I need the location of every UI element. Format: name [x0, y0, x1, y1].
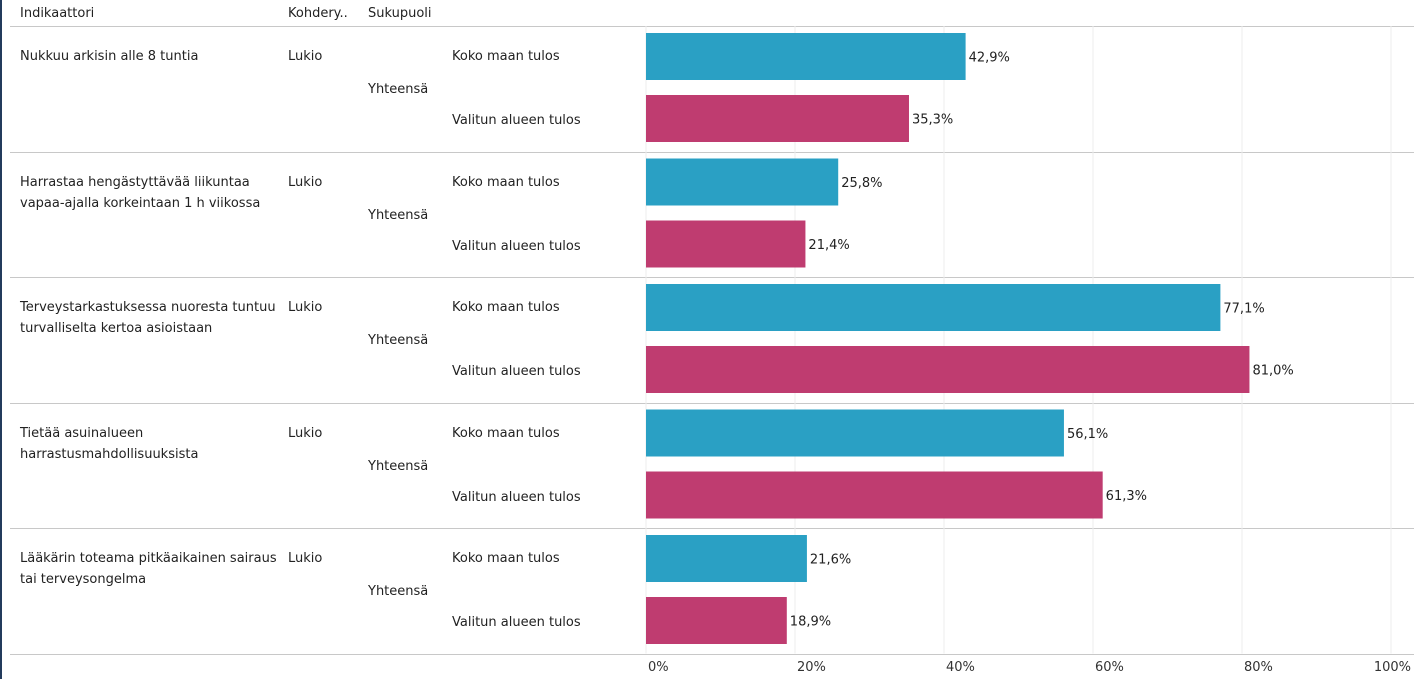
bar-selected-area	[646, 597, 787, 644]
series-label-national[interactable]: Koko maan tulos	[452, 551, 560, 566]
row-divider	[10, 654, 1414, 655]
x-tick-label: 20%	[797, 660, 826, 675]
series-label-selected-area[interactable]: Valitun alueen tulos	[452, 364, 581, 379]
header-gender[interactable]: Sukupuoli	[368, 6, 432, 21]
row-divider	[10, 403, 1414, 404]
gender-label[interactable]: Yhteensä	[368, 333, 429, 348]
x-tick-label: 60%	[1095, 660, 1124, 675]
series-label-national[interactable]: Koko maan tulos	[452, 49, 560, 64]
series-label-national[interactable]: Koko maan tulos	[452, 425, 560, 441]
bar-value-label: 42,9%	[969, 51, 1010, 66]
header-divider	[10, 26, 1414, 27]
series-label-selected-area[interactable]: Valitun alueen tulos	[452, 113, 581, 128]
bar-value-label: 25,8%	[841, 176, 882, 191]
left-border	[0, 0, 2, 679]
bar-value-label: 21,4%	[808, 238, 849, 253]
bar-selected-area	[646, 220, 806, 268]
bar-national	[646, 284, 1221, 331]
target-group-label[interactable]: Lukio	[288, 551, 323, 566]
indicator-label[interactable]: Terveystarkastuksessa nuoresta tuntuu tu…	[20, 300, 276, 336]
series-label-selected-area[interactable]: Valitun alueen tulos	[452, 238, 581, 254]
indicator-label[interactable]: Lääkärin toteama pitkäaikainen sairaus t…	[20, 551, 277, 587]
bar-national	[646, 535, 807, 582]
series-label-national[interactable]: Koko maan tulos	[452, 300, 560, 315]
target-group-label[interactable]: Lukio	[288, 300, 323, 315]
bar-selected-area	[646, 471, 1103, 519]
gender-label[interactable]: Yhteensä	[368, 458, 429, 474]
indicator-label[interactable]: Nukkuu arkisin alle 8 tuntia	[20, 49, 199, 64]
row-divider	[10, 528, 1414, 529]
bar-value-label: 61,3%	[1106, 489, 1147, 504]
bar-value-label: 18,9%	[790, 615, 831, 630]
x-tick-label: 40%	[946, 660, 975, 675]
bar-value-label: 35,3%	[912, 113, 953, 128]
bar-national	[646, 33, 966, 80]
indicator-label[interactable]: Tietää asuinalueen harrastusmahdollisuuk…	[20, 425, 199, 462]
bar-value-label: 81,0%	[1252, 364, 1293, 379]
indicator-label[interactable]: Harrastaa hengästyttävää liikuntaa vapaa…	[20, 174, 261, 211]
bar-value-label: 21,6%	[810, 553, 851, 568]
x-tick-label: 80%	[1244, 660, 1273, 675]
x-tick-label: 100%	[1374, 660, 1411, 675]
bar-selected-area	[646, 95, 909, 142]
bar-national	[646, 158, 839, 206]
gender-label[interactable]: Yhteensä	[368, 207, 429, 223]
bar-national	[646, 409, 1064, 457]
gender-label[interactable]: Yhteensä	[368, 82, 429, 97]
header-indicator[interactable]: Indikaattori	[20, 6, 95, 21]
series-label-selected-area[interactable]: Valitun alueen tulos	[452, 615, 581, 630]
row-divider	[10, 277, 1414, 278]
series-label-national[interactable]: Koko maan tulos	[452, 174, 560, 190]
target-group-label[interactable]: Lukio	[288, 425, 323, 441]
bar-selected-area	[646, 346, 1250, 393]
bar-value-label: 56,1%	[1067, 427, 1108, 442]
target-group-label[interactable]: Lukio	[288, 49, 323, 64]
series-label-selected-area[interactable]: Valitun alueen tulos	[452, 489, 581, 505]
target-group-label[interactable]: Lukio	[288, 174, 323, 190]
bar-value-label: 77,1%	[1223, 302, 1264, 317]
header-target-group[interactable]: Kohdery..	[288, 6, 348, 21]
x-tick-label: 0%	[648, 660, 669, 675]
row-divider	[10, 152, 1414, 153]
gender-label[interactable]: Yhteensä	[368, 584, 429, 599]
